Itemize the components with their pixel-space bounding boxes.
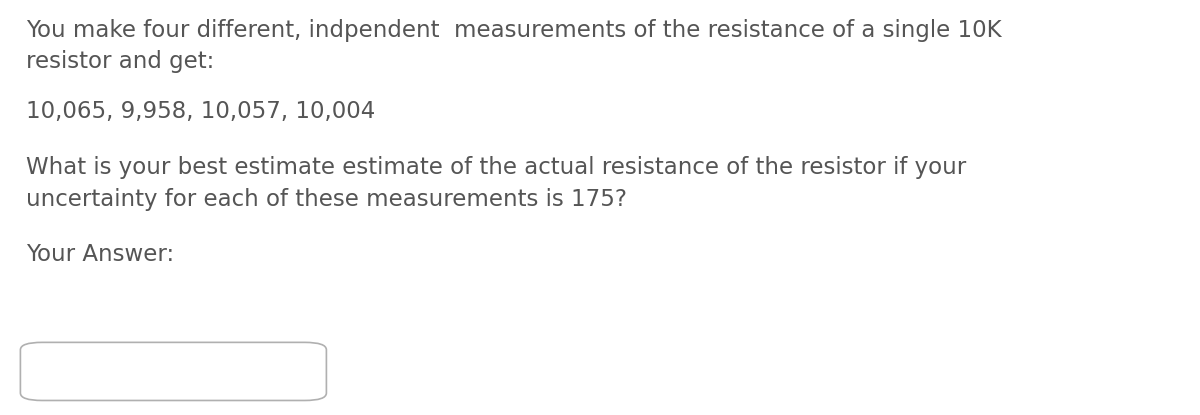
FancyBboxPatch shape <box>20 342 326 400</box>
Text: resistor and get:: resistor and get: <box>26 50 215 73</box>
Text: 10,065, 9,958, 10,057, 10,004: 10,065, 9,958, 10,057, 10,004 <box>26 100 376 122</box>
Text: uncertainty for each of these measurements is 175?: uncertainty for each of these measuremen… <box>26 188 628 210</box>
Text: What is your best estimate estimate of the actual resistance of the resistor if : What is your best estimate estimate of t… <box>26 156 967 178</box>
Text: Your Answer:: Your Answer: <box>26 243 174 266</box>
Text: You make four different, indpendent  measurements of the resistance of a single : You make four different, indpendent meas… <box>26 19 1002 42</box>
